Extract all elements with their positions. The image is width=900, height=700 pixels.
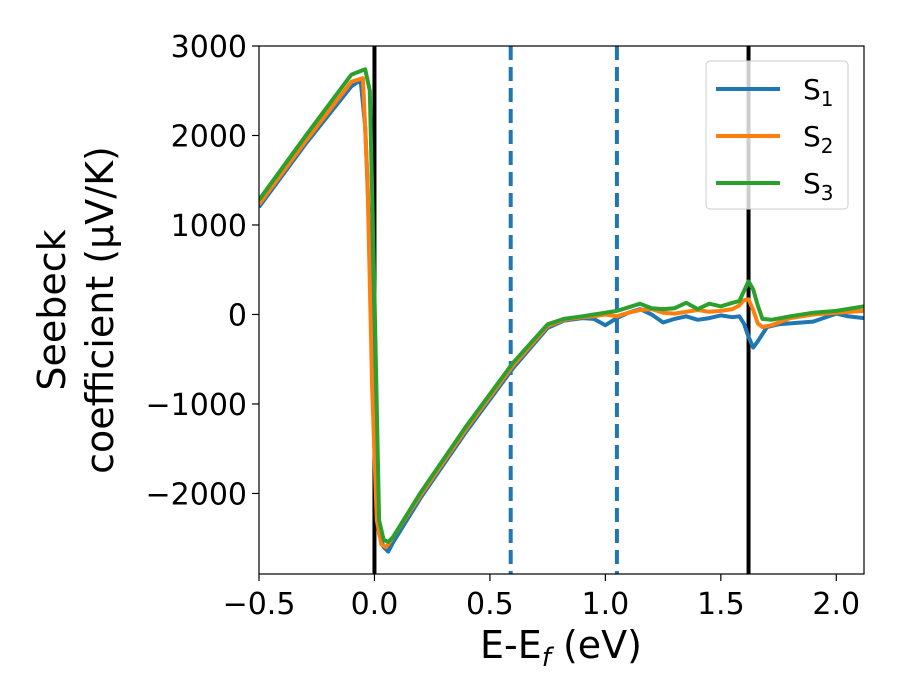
x-axis-title: E-Ef (eV) — [480, 623, 642, 673]
y-axis: 3000 2000 1000 0 −1000 −2000 — [146, 30, 259, 512]
x-tick-label-1: 0.0 — [351, 587, 399, 622]
y-tick-label-2: 1000 — [171, 209, 247, 244]
legend-label-S1: S1 — [803, 73, 834, 111]
y-tick-label-3: 0 — [228, 298, 247, 333]
plot-frame — [258, 45, 865, 575]
series-line-S2 — [259, 76, 864, 550]
legend: S1 S2 S3 — [705, 60, 849, 210]
y-axis-title-line1: Seebeck — [30, 229, 74, 390]
y-tick-label-1: 2000 — [171, 119, 247, 154]
x-tick-label-5: 2.0 — [812, 587, 860, 622]
x-axis: −0.5 0.0 0.5 1.0 1.5 2.0 — [223, 574, 860, 622]
x-tick-label-4: 1.5 — [697, 587, 745, 622]
y-axis-title: Seebeck coefficient (μV/K) — [30, 146, 122, 474]
y-tick-label-0: 3000 — [171, 30, 247, 65]
x-tick-label-0: −0.5 — [223, 587, 296, 622]
legend-label-S3: S3 — [803, 167, 834, 205]
x-tick-label-3: 1.0 — [582, 587, 630, 622]
legend-label-S2: S2 — [803, 120, 834, 158]
y-axis-title-line2: coefficient (μV/K) — [78, 146, 122, 474]
series-line-S3 — [259, 67, 864, 544]
series-lines — [259, 67, 864, 554]
x-tick-label-2: 0.5 — [466, 587, 514, 622]
y-tick-label-5: −2000 — [146, 477, 247, 512]
y-tick-label-4: −1000 — [146, 388, 247, 423]
